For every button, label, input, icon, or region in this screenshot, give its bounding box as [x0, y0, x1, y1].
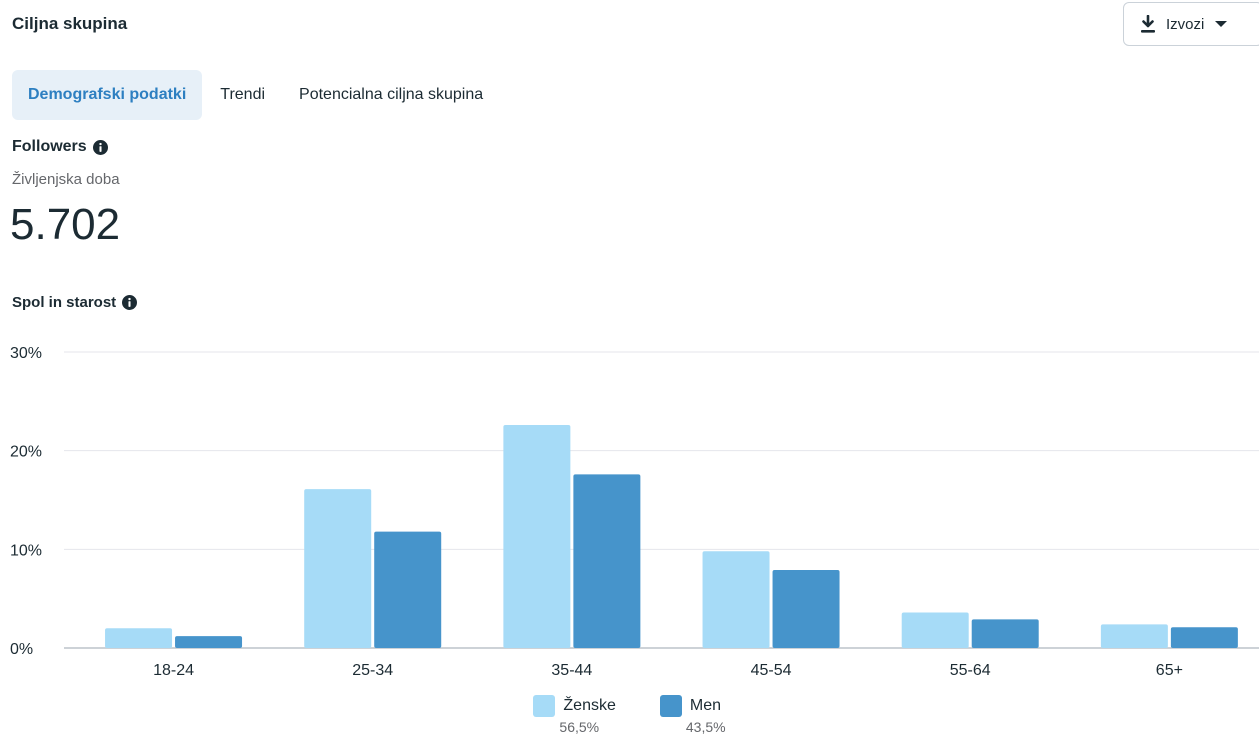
y-tick-label: 10% [10, 542, 42, 559]
chart-title: Spol in starost [12, 294, 117, 311]
chart-legend: Ženske 56,5% Men 43,5% [0, 695, 1259, 735]
chart-heading: Spol in starost [12, 294, 138, 311]
x-tick-label: 35-44 [551, 662, 592, 679]
followers-count: 5.702 [10, 200, 121, 249]
followers-subtitle: Življenjska doba [12, 171, 120, 188]
bar-women-55-64 [901, 612, 969, 648]
info-icon[interactable] [92, 139, 108, 155]
gender-age-bar-chart: 0% 10% 20% 30% 18-24 25-34 35-44 45-54 55-64 65+ [10, 345, 1259, 679]
legend-swatch-women [533, 695, 556, 717]
y-tick-label: 20% [10, 444, 42, 461]
legend-pct-women: 56,5% [559, 719, 600, 735]
bar-women-45-54 [702, 551, 770, 648]
bar-women-35-44 [503, 425, 571, 648]
tab-potential-audience[interactable]: Potencialna ciljna skupina [299, 86, 484, 103]
bar-women-65+ [1100, 624, 1168, 648]
tab-bar: Demografski podatki Trendi Potencialna c… [12, 70, 501, 120]
bar-women-25-34 [304, 489, 372, 648]
legend-pct-men: 43,5% [685, 719, 726, 735]
legend-swatch-men [659, 695, 682, 717]
download-icon [1141, 15, 1155, 33]
bar-men-55-64 [971, 619, 1039, 648]
legend-item-men: Men 43,5% [659, 695, 726, 735]
x-tick-label: 18-24 [153, 662, 194, 679]
x-tick-label: 45-54 [751, 662, 792, 679]
x-tick-label: 25-34 [352, 662, 393, 679]
legend-label-women: Ženske [563, 697, 616, 714]
bar-men-45-54 [772, 570, 840, 648]
followers-title: Followers [12, 138, 87, 155]
legend-item-women: Ženske 56,5% [533, 695, 616, 735]
bar-men-65+ [1170, 627, 1238, 648]
tab-demographics[interactable]: Demografski podatki [12, 70, 203, 120]
bar-women-18-24 [105, 628, 173, 648]
y-tick-label: 0% [10, 641, 33, 658]
bar-men-35-44 [573, 474, 641, 648]
export-button[interactable]: Izvozi [1123, 2, 1259, 46]
legend-label-men: Men [689, 697, 721, 714]
bar-men-25-34 [374, 531, 442, 648]
followers-heading: Followers [12, 138, 108, 156]
tab-trends[interactable]: Trendi [220, 86, 266, 103]
export-label: Izvozi [1166, 15, 1205, 33]
y-tick-label: 30% [10, 345, 42, 362]
x-tick-label: 55-64 [950, 662, 991, 679]
page-title: Ciljna skupina [12, 14, 128, 33]
chevron-down-icon [1215, 21, 1228, 27]
bar-men-18-24 [175, 636, 243, 648]
x-tick-label: 65+ [1156, 662, 1183, 679]
info-icon[interactable] [122, 295, 138, 310]
